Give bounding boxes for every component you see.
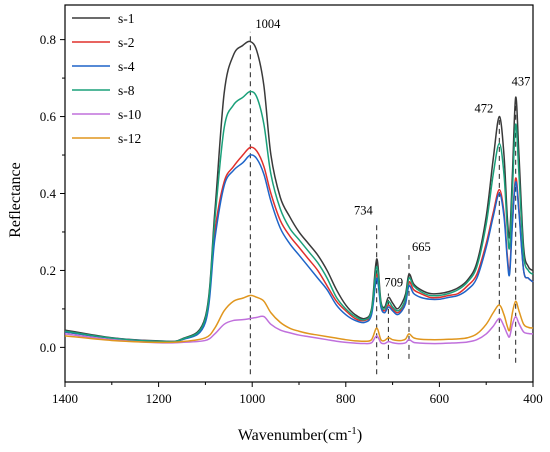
y-tick-label: 0.6 xyxy=(40,109,57,124)
series-line-s-8 xyxy=(64,90,534,343)
plot-frame xyxy=(64,4,534,383)
legend-label-s-2: s-2 xyxy=(118,35,135,50)
y-tick-label: 0.2 xyxy=(40,263,56,278)
legend-label-s-12: s-12 xyxy=(118,131,141,146)
legend-label-s-8: s-8 xyxy=(118,83,135,98)
x-tick-label: 800 xyxy=(336,391,356,406)
y-tick-label: 0.0 xyxy=(40,340,56,355)
y-tick-label: 0.8 xyxy=(40,32,56,47)
series-line-s-12 xyxy=(64,294,534,344)
x-axis-title: Wavenumber(cm-1) xyxy=(238,425,362,444)
annotations: 1004 734 709 665 472 437 xyxy=(249,17,531,375)
legend-label-s-4: s-4 xyxy=(118,59,135,74)
series-line-s-1 xyxy=(64,40,534,343)
series-line-s-2 xyxy=(64,146,534,343)
series-line-s-4 xyxy=(64,154,534,343)
x-tick-label: 1000 xyxy=(239,391,265,406)
series-lines xyxy=(64,40,534,345)
annotation-label: 665 xyxy=(412,240,431,254)
series-line-s-10 xyxy=(64,315,534,345)
annotation-label: 437 xyxy=(512,74,531,88)
x-tick-label: 400 xyxy=(523,391,543,406)
annotation-label: 1004 xyxy=(255,17,281,31)
x-tick-label: 1200 xyxy=(146,391,172,406)
annotation-label: 734 xyxy=(354,203,374,217)
y-tick-label: 0.4 xyxy=(40,186,57,201)
annotation-label: 472 xyxy=(475,102,494,116)
legend-label-s-1: s-1 xyxy=(118,11,135,26)
legend-label-s-10: s-10 xyxy=(118,107,141,122)
y-axis-title: Reflectance xyxy=(7,162,24,238)
axes: 1400 1200 1000 800 600 400 0.0 0.2 0.4 0.6 0.8 xyxy=(40,4,543,406)
x-tick-label: 600 xyxy=(430,391,450,406)
x-tick-label: 1400 xyxy=(52,391,78,406)
annotation-label: 709 xyxy=(384,276,403,290)
legend: s-1 s-2 s-4 s-8 s-10 s-12 xyxy=(72,11,141,146)
